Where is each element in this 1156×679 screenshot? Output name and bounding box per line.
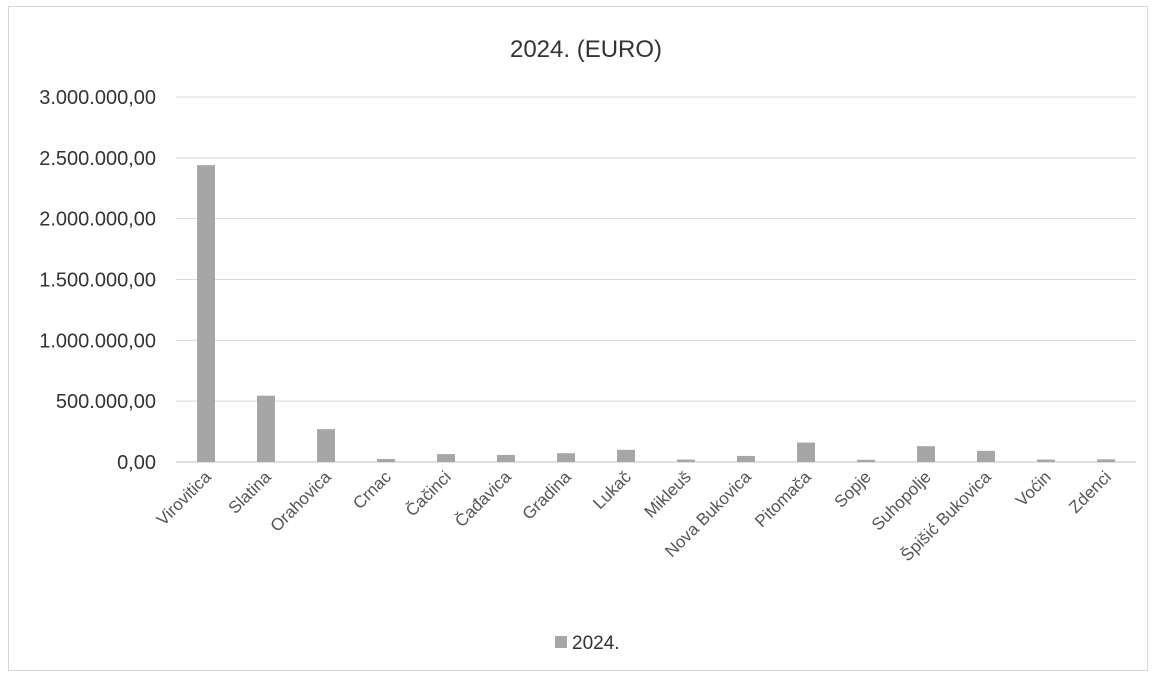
y-tick-label: 2.000.000,00 (39, 209, 156, 231)
x-tick-label: Virovitica (153, 467, 215, 529)
bar (977, 450, 995, 462)
y-tick-label: 2.500.000,00 (39, 148, 156, 170)
x-tick-label: Zdenci (1065, 467, 1115, 517)
bar (857, 459, 875, 462)
bar (557, 453, 575, 462)
x-tick-label: Čačinci (402, 467, 455, 520)
bar (497, 454, 515, 462)
y-tick-label: 500.000,00 (56, 391, 156, 413)
legend-label: 2024. (572, 633, 620, 654)
x-tick-label: Voćin (1012, 467, 1055, 510)
bar (617, 449, 635, 462)
x-tick-label: Pitomača (751, 467, 815, 531)
bar (677, 459, 695, 462)
y-tick-label: 1.000.000,00 (39, 330, 156, 352)
x-tick-label: Crnac (349, 467, 395, 513)
bar (737, 455, 755, 462)
x-tick-label: Gradina (519, 467, 576, 524)
bar (377, 458, 395, 462)
gridlines (176, 96, 1136, 463)
legend: 2024. (555, 633, 620, 654)
bar (1097, 459, 1115, 462)
chart-title: 2024. (EURO) (510, 36, 662, 63)
y-tick-label: 3.000.000,00 (39, 87, 156, 109)
x-tick-label: Sopje (831, 467, 875, 511)
x-tick-label: Orahovica (267, 467, 336, 536)
bars (197, 165, 1115, 462)
bar (257, 395, 275, 462)
x-tick-label: Lukač (589, 467, 635, 513)
y-tick-label: 1.500.000,00 (39, 270, 156, 292)
bar (797, 442, 815, 462)
bar (437, 454, 455, 462)
bar (197, 165, 215, 462)
legend-swatch (555, 636, 567, 648)
x-tick-label: Slatina (225, 467, 276, 518)
bar (917, 446, 935, 462)
bar (1037, 459, 1055, 462)
bar (317, 429, 335, 462)
y-axis-ticks: 0,00 500.000,00 1.000.000,00 1.500.000,00 2.… (39, 87, 156, 474)
x-tick-label: Čađavica (451, 467, 515, 531)
x-tick-label: Mikleuš (641, 467, 695, 521)
y-tick-label: 0,00 (117, 452, 156, 474)
